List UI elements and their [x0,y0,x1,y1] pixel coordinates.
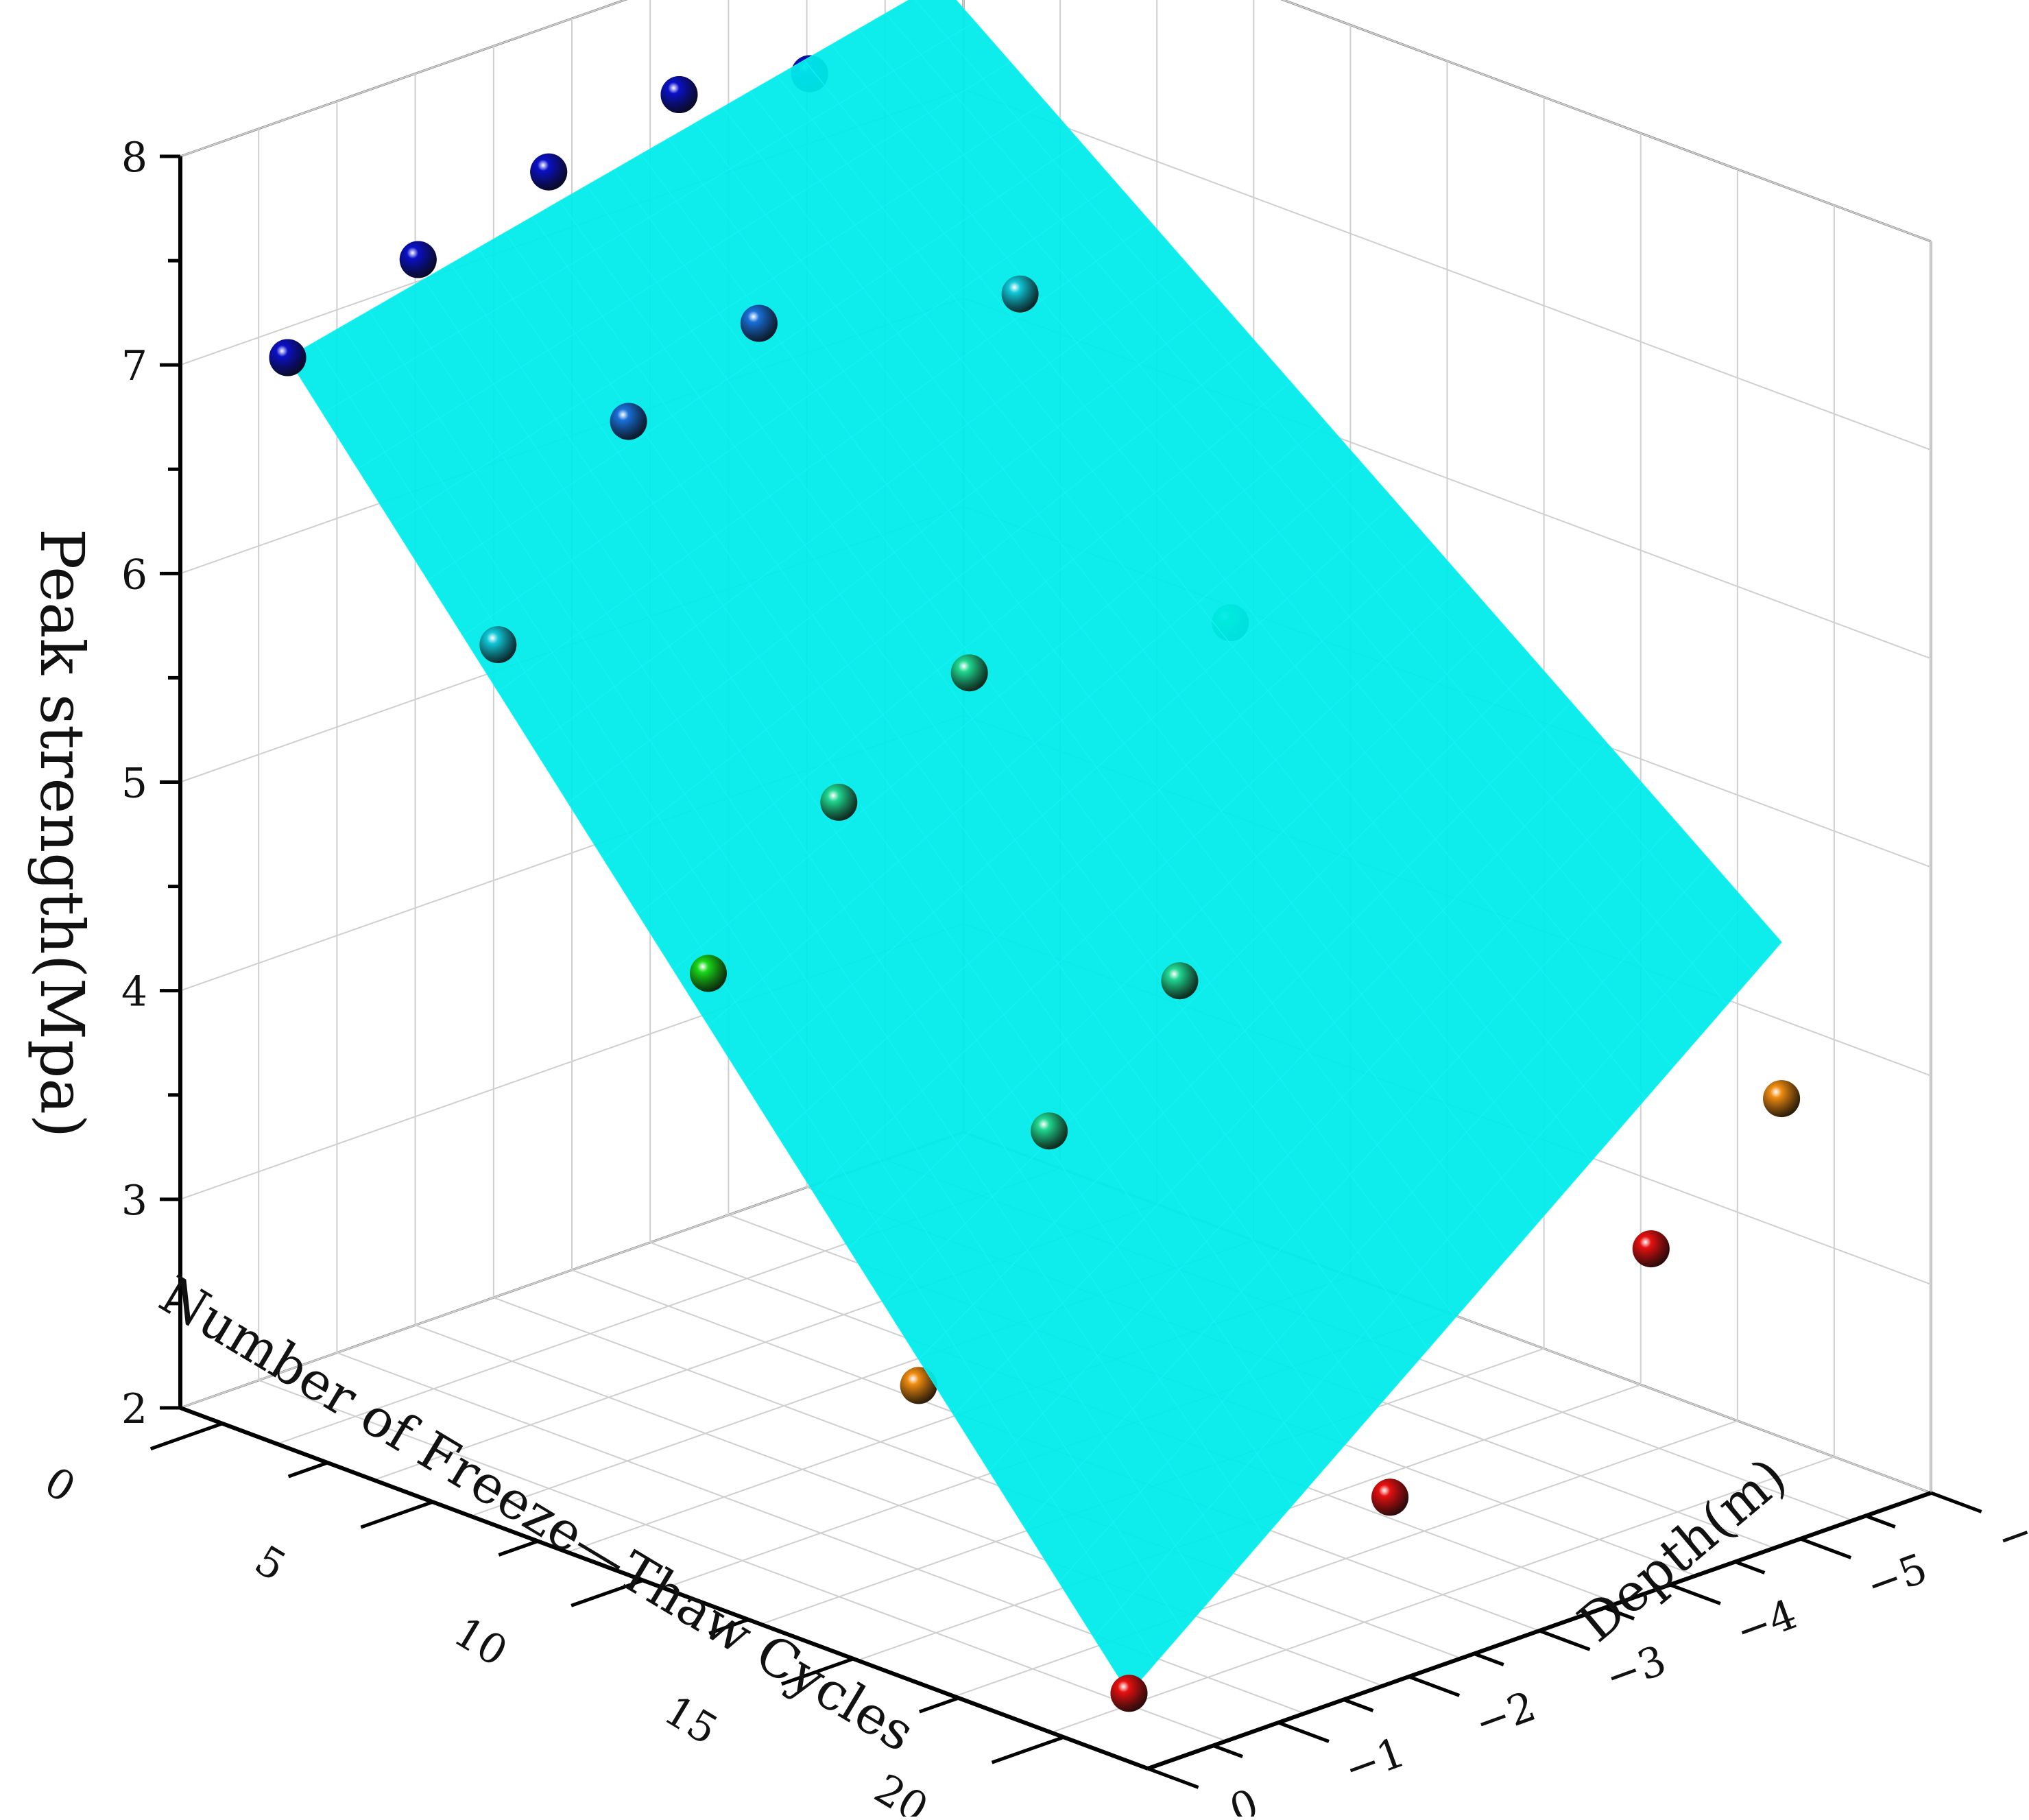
z-tick-label: 2 [121,1385,147,1433]
x-tick-label: 5 [247,1536,294,1591]
x-tick-label: 20 [866,1765,936,1817]
y-minor-tick [1604,1606,1635,1620]
x-major-tick [991,1735,1065,1764]
y-major-tick [1539,1629,1591,1651]
data-point-shade [479,626,517,664]
y-major-tick [1930,1491,1982,1513]
y-minor-tick [1212,1744,1243,1758]
y-tick-label: −2 [1469,1682,1542,1748]
data-point-shade [610,403,647,440]
y-major-tick [1147,1767,1199,1789]
x-major-tick [571,1579,644,1607]
data-point-shade [1371,1478,1409,1516]
data-point-shade [1031,1112,1068,1150]
z-tick-label: 7 [121,342,147,390]
data-point-shade [950,654,988,692]
grid-line [415,1324,1383,1687]
y-major-tick [1799,1537,1852,1559]
z-tick-label: 8 [121,134,147,182]
z-axis-title: Peak strength(Mpa) [27,529,97,1138]
y-tick-label: −4 [1729,1590,1803,1656]
x-axis-title: Number of Freeze—Thaw Cycles [149,1264,925,1763]
data-point-shade [690,955,727,992]
x-tick-label: 10 [446,1608,516,1676]
x-minor-tick [498,1540,539,1557]
y-tick-label: 0 [1223,1780,1264,1817]
y-minor-tick [1864,1514,1896,1529]
surface-patch [1718,901,1782,974]
y-minor-tick [1473,1652,1504,1666]
z-tick-label: 5 [121,760,147,808]
data-point-shade [530,153,568,191]
axes [149,154,1982,1789]
y-major-tick [1669,1583,1721,1605]
data-point-shade [660,76,698,113]
data-point-shade [1632,1230,1670,1268]
data-point-shade [740,304,778,342]
data-point-shade [820,783,858,821]
x-minor-tick [287,1461,328,1478]
data-point-shade [1763,1080,1801,1118]
x-minor-tick [708,1618,749,1636]
z-tick-label: 6 [121,551,147,599]
y-minor-tick [1734,1560,1766,1574]
x-axis-line [179,1406,1149,1771]
x-tick-label: 0 [36,1458,84,1513]
data-point-shade [900,1367,937,1404]
y-tick-label: −5 [1860,1544,1934,1610]
x-major-tick [360,1500,433,1529]
data-point-shade [269,339,307,376]
fit-surface [287,0,1782,1695]
z-tick-label: 4 [121,968,147,1016]
grid-line [493,1297,1462,1660]
y-major-tick [1277,1721,1330,1743]
data-point-shade [1001,275,1039,313]
grid-line [258,1379,1227,1742]
data-point-shade [1161,962,1199,1000]
data-point-shade [399,241,437,278]
data-point-shade [1110,1675,1148,1712]
x-tick-label: 15 [656,1686,726,1754]
points-in-front [269,76,1199,1712]
y-tick-label: −6 [1991,1498,2029,1564]
y-major-tick [1408,1675,1461,1697]
x-major-tick [149,1422,224,1451]
z-tick-label: 3 [121,1177,147,1225]
y-tick-label: −1 [1338,1728,1411,1794]
x-minor-tick [919,1696,959,1714]
y-minor-tick [1343,1698,1374,1712]
x-major-tick [781,1657,854,1686]
